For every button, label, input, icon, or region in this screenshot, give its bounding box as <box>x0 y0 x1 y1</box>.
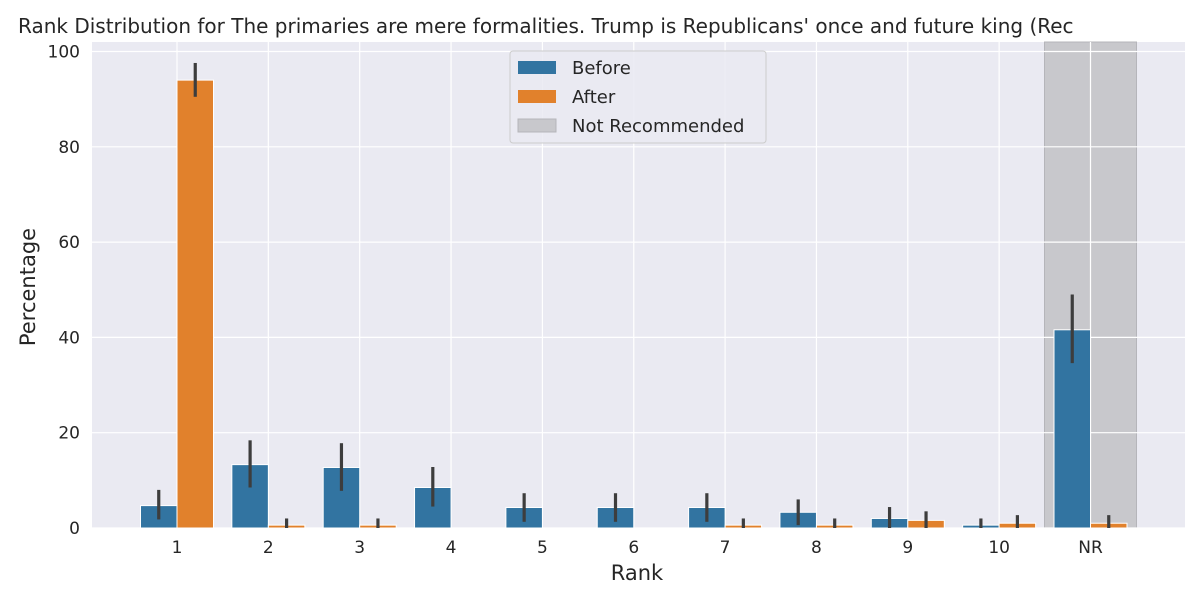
y-tick-label: 60 <box>58 233 80 253</box>
x-tick-label: 10 <box>988 538 1010 558</box>
x-tick-labels: 1 2 3 4 5 6 7 8 9 10 NR <box>172 538 1103 558</box>
x-axis-label: Rank <box>611 561 664 585</box>
legend-swatch <box>517 118 557 133</box>
legend-swatch <box>518 90 556 103</box>
x-tick-label: 5 <box>537 538 548 558</box>
x-tick-label: NR <box>1078 538 1103 558</box>
error-bars <box>157 62 1111 528</box>
x-tick-label: 2 <box>263 538 274 558</box>
y-tick-label: 80 <box>58 138 80 158</box>
x-tick-label: 8 <box>811 538 822 558</box>
x-tick-label: 7 <box>720 538 731 558</box>
legend: Before After Not Recommended <box>509 50 767 144</box>
x-tick-label: 4 <box>446 538 457 558</box>
legend-label: Before <box>572 58 631 79</box>
y-axis-label: Percentage <box>16 228 40 346</box>
y-tick-label: 0 <box>69 519 80 539</box>
y-tick-label: 40 <box>58 328 80 348</box>
legend-label: Not Recommended <box>572 116 744 137</box>
x-tick-label: 6 <box>628 538 639 558</box>
y-tick-label: 100 <box>48 43 80 63</box>
chart-title: Rank Distribution for The primaries are … <box>18 14 1074 38</box>
x-tick-label: 9 <box>902 538 913 558</box>
legend-swatch <box>518 61 556 74</box>
x-tick-label: 1 <box>172 538 183 558</box>
bar-after-1 <box>176 79 214 529</box>
y-tick-labels: 0 20 40 60 80 100 <box>48 43 80 539</box>
y-tick-label: 20 <box>58 424 80 444</box>
legend-label: After <box>572 87 616 108</box>
x-tick-label: 3 <box>354 538 365 558</box>
legend-box <box>509 50 767 144</box>
